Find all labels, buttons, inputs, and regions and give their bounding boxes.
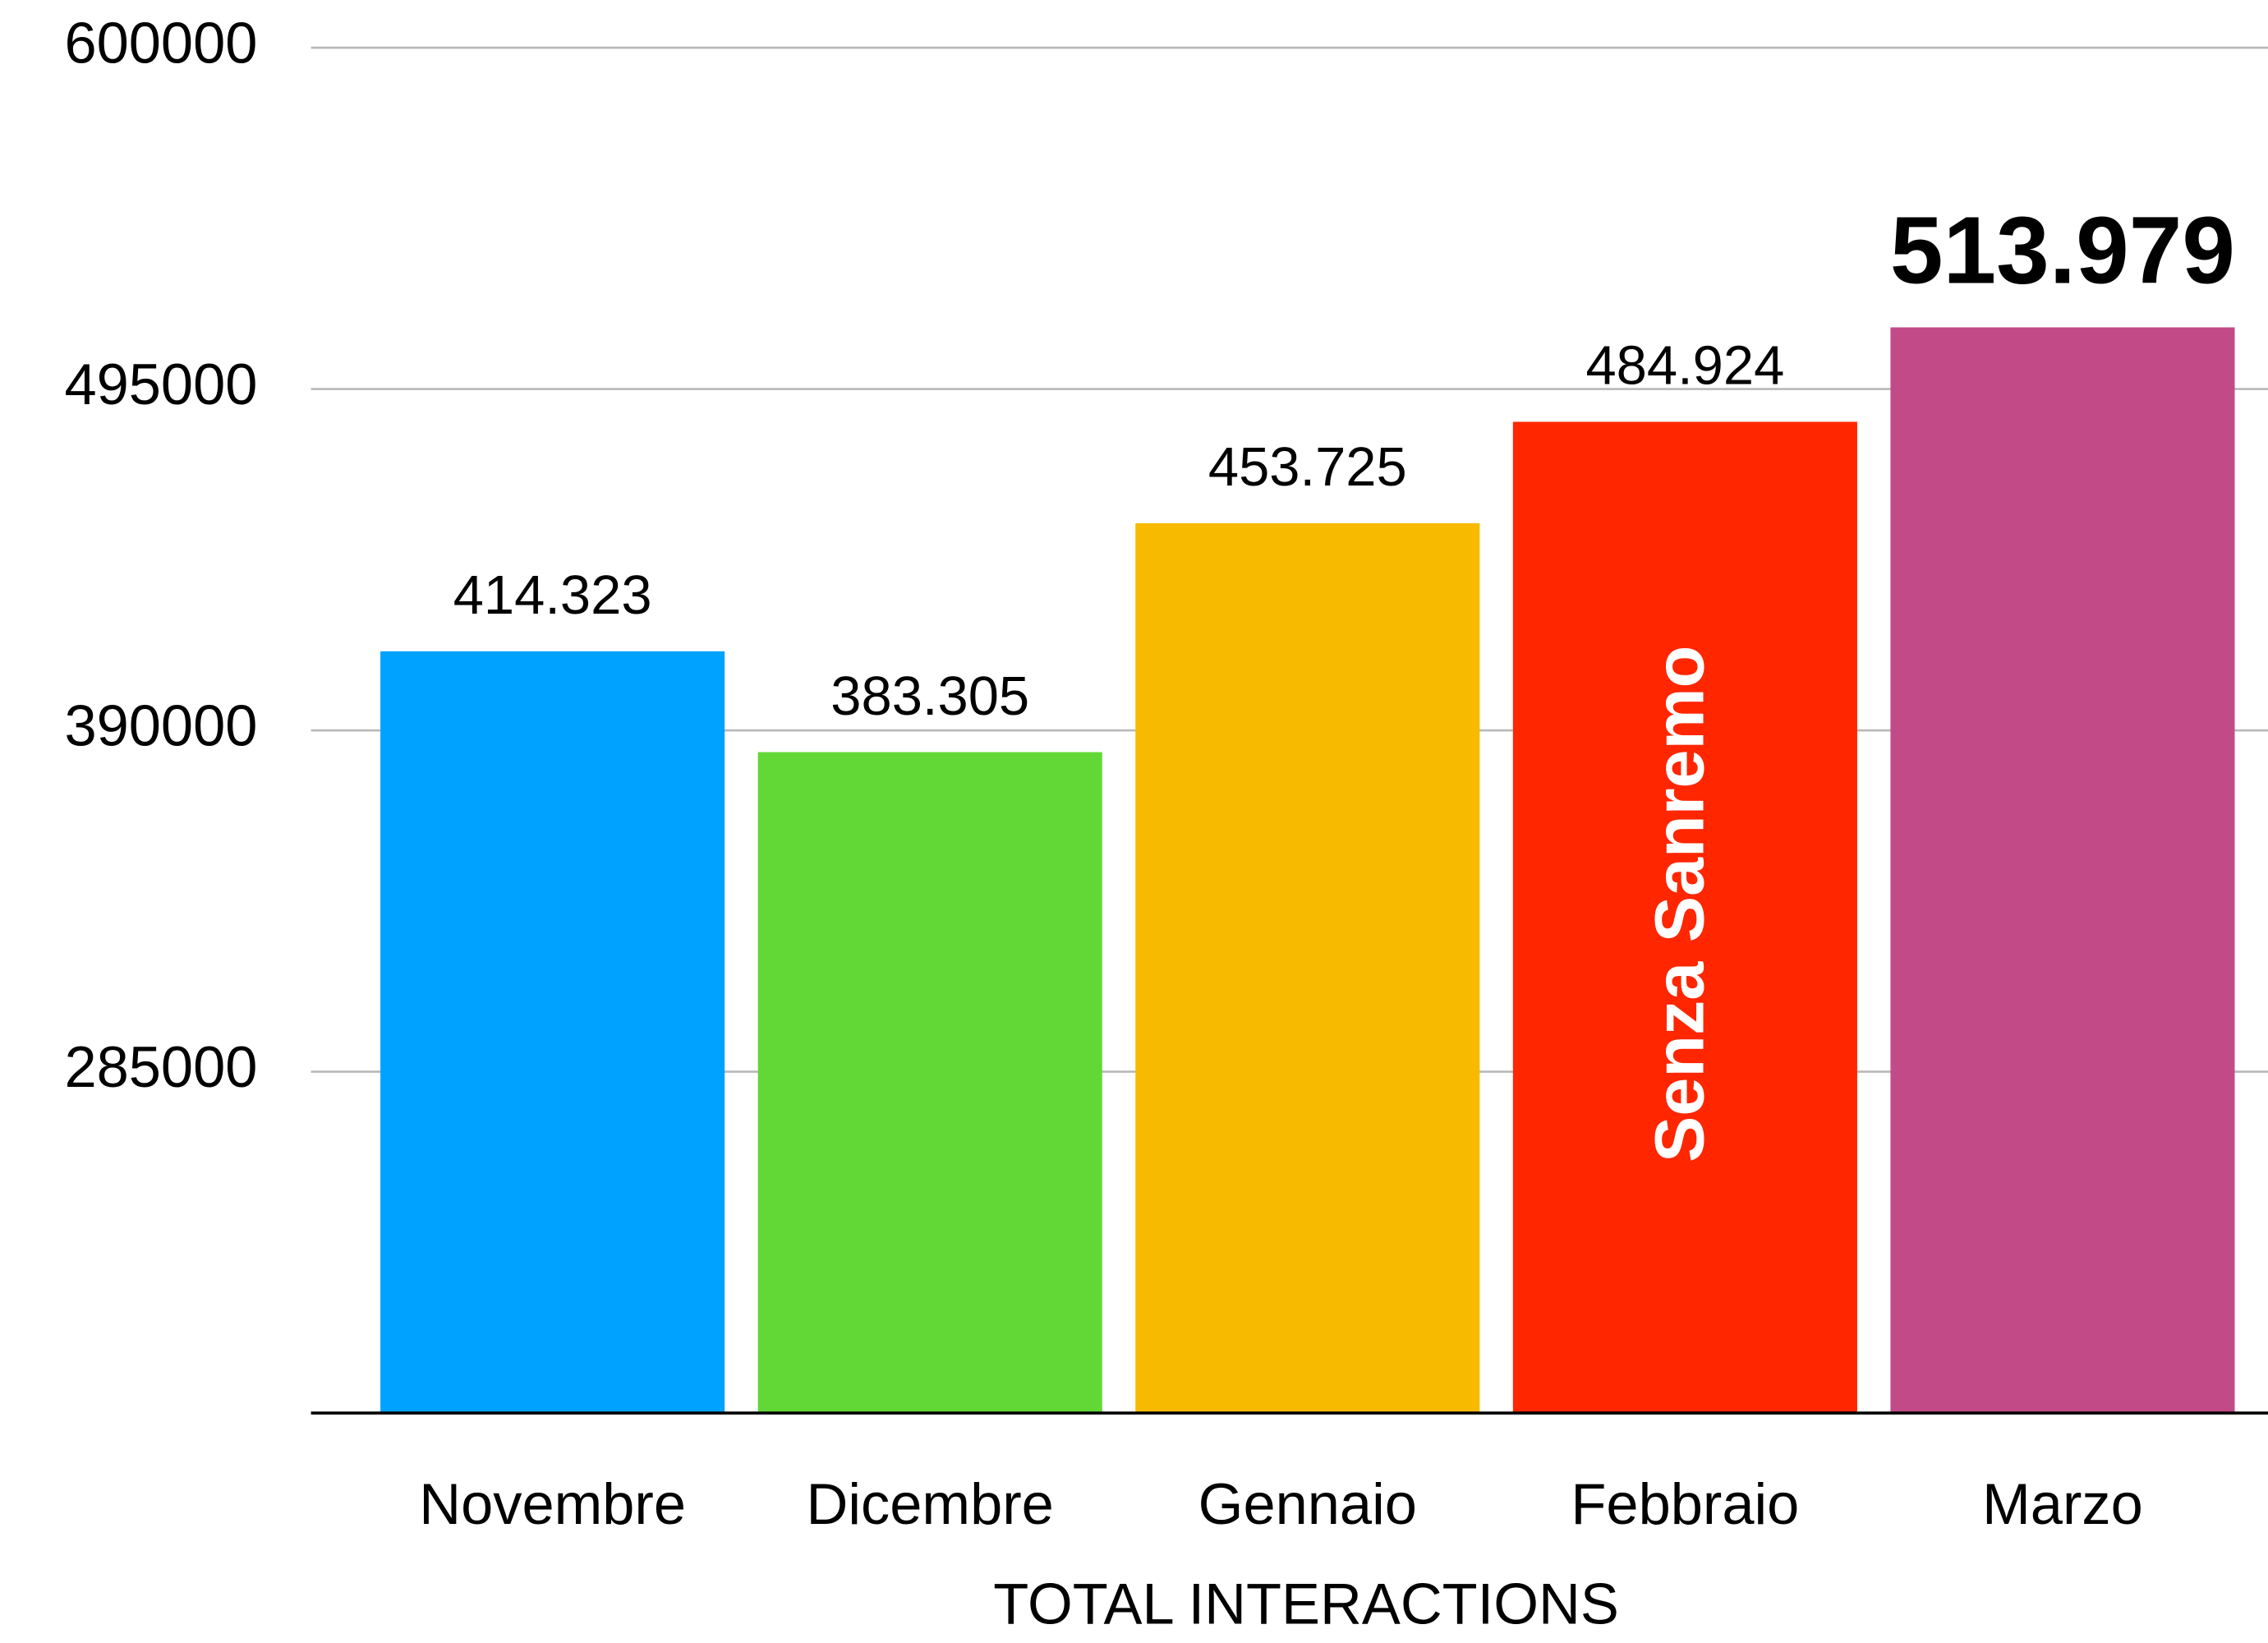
bar xyxy=(757,752,1102,1414)
bar xyxy=(1135,522,1480,1414)
x-tick-label: Febbraio xyxy=(1571,1471,1799,1536)
x-tick-label: Dicembre xyxy=(807,1471,1054,1536)
x-axis-label: TOTAL INTERACTIONS xyxy=(993,1571,1619,1636)
value-label: 453.725 xyxy=(1208,436,1407,498)
value-label: 414.323 xyxy=(453,564,652,626)
bar xyxy=(1890,327,2235,1414)
y-tick-label: 495000 xyxy=(64,352,257,417)
x-tick-label: Novembre xyxy=(419,1471,686,1536)
value-label: 383.305 xyxy=(830,665,1029,727)
value-label: 484.924 xyxy=(1585,335,1784,397)
y-tick-label: 390000 xyxy=(64,693,257,758)
value-label: 513.979 xyxy=(1890,197,2235,304)
annotation: Senza Sanremo xyxy=(1640,646,1718,1162)
y-tick-label: 600000 xyxy=(64,11,257,76)
bar xyxy=(1512,421,1857,1414)
x-tick-label: Gennaio xyxy=(1198,1471,1417,1536)
y-tick-label: 285000 xyxy=(64,1034,257,1099)
x-tick-label: Marzo xyxy=(1982,1471,2143,1536)
bar xyxy=(380,651,725,1414)
